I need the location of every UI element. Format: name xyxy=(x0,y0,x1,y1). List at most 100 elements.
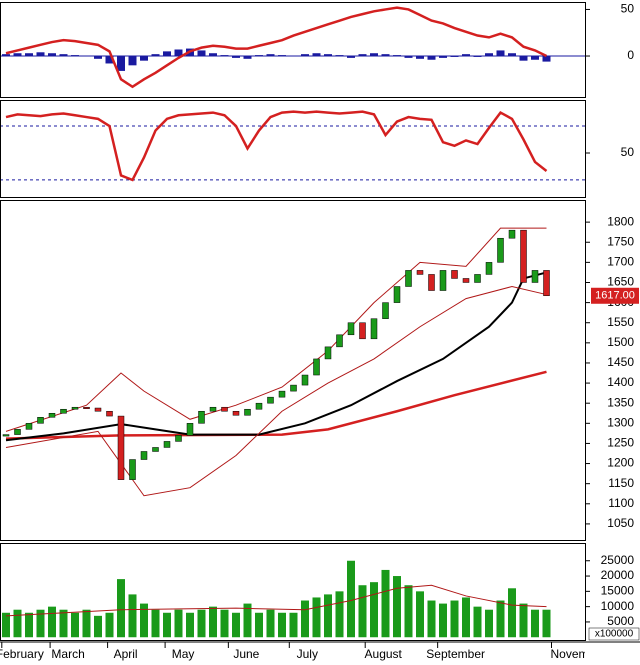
histogram-bar xyxy=(312,53,321,57)
histogram-bar xyxy=(427,56,436,60)
histogram-bar xyxy=(439,56,447,58)
histogram-bar xyxy=(2,54,10,57)
volume-bar xyxy=(393,576,401,638)
volume-bar xyxy=(542,609,551,638)
volume-bar xyxy=(427,600,436,638)
histogram-bar xyxy=(358,54,367,57)
histogram-bar xyxy=(59,54,68,57)
y-tick-label: 50 xyxy=(621,145,635,159)
y-tick-label: 1050 xyxy=(607,516,634,530)
histogram-bar xyxy=(94,56,102,59)
histogram-bar xyxy=(450,56,459,57)
x-tick-label: April xyxy=(114,647,138,661)
x-tick-label: February xyxy=(0,647,44,661)
y-tick-label: 15000 xyxy=(601,584,635,598)
volume-bar xyxy=(186,612,194,638)
histogram-bar xyxy=(508,53,516,57)
candle xyxy=(267,396,274,404)
y-tick-label: 50 xyxy=(621,2,635,16)
x-tick-label: July xyxy=(297,647,318,661)
candle xyxy=(94,407,102,412)
volume-bar xyxy=(197,609,206,638)
candle xyxy=(232,410,240,416)
histogram-bar xyxy=(13,53,22,57)
y-tick-label: 1750 xyxy=(607,234,634,248)
volume-bar xyxy=(94,615,102,638)
volume-bar xyxy=(347,560,355,638)
x-tick-label: March xyxy=(51,647,84,661)
candle xyxy=(520,229,527,283)
volume-bar xyxy=(358,585,367,638)
candle xyxy=(60,408,67,414)
y-tick-label: 1150 xyxy=(608,476,634,490)
candle xyxy=(129,459,136,480)
volume-bar xyxy=(59,609,68,638)
unit-box xyxy=(588,627,640,641)
y-tick-label: 0 xyxy=(627,48,634,62)
candle xyxy=(117,415,125,480)
candle xyxy=(347,322,355,336)
histogram-bar xyxy=(531,56,539,60)
candle xyxy=(313,358,320,376)
candle xyxy=(71,406,79,410)
histogram-bar xyxy=(381,54,390,57)
overlay-line xyxy=(5,227,547,432)
histogram-bar xyxy=(117,56,125,71)
candle xyxy=(209,406,217,412)
candle xyxy=(198,410,205,424)
histogram-bar xyxy=(128,56,137,66)
last-price-label: 1617.00 xyxy=(595,290,635,302)
histogram-bar xyxy=(301,54,309,57)
volume-bar xyxy=(324,594,332,638)
histogram-bar xyxy=(36,52,45,57)
y-tick-label: 1350 xyxy=(607,395,634,409)
histogram-bar xyxy=(163,51,171,57)
oscillator-line xyxy=(5,110,548,182)
candle xyxy=(2,434,10,437)
volume-bar xyxy=(220,609,229,638)
y-tick-label: 1200 xyxy=(607,456,634,470)
volume-bar xyxy=(519,603,528,638)
histogram-bar xyxy=(174,49,183,57)
volume-bar xyxy=(312,597,321,638)
candle xyxy=(83,406,90,409)
histogram-bar xyxy=(209,53,217,57)
volume-bar xyxy=(105,612,114,638)
histogram-bar xyxy=(48,53,56,57)
volume-bar xyxy=(289,612,298,638)
candle xyxy=(428,274,435,291)
volume-bar xyxy=(416,591,424,638)
x-tick-label: September xyxy=(426,647,485,661)
candle xyxy=(531,270,539,283)
volume-bar xyxy=(48,606,56,638)
histogram-bar xyxy=(519,56,528,61)
volume-bar xyxy=(2,612,10,638)
candle xyxy=(439,270,447,291)
candle xyxy=(290,384,297,392)
volume-bar xyxy=(13,609,22,638)
histogram-bar xyxy=(404,56,413,58)
x-tick-label: August xyxy=(365,647,403,661)
histogram-bar xyxy=(25,53,33,57)
candle xyxy=(324,346,332,360)
histogram-bar xyxy=(105,56,114,64)
histogram-bar xyxy=(347,56,355,58)
y-tick-label: 1100 xyxy=(608,496,634,510)
y-tick-label: 1800 xyxy=(607,214,634,228)
histogram-bar xyxy=(335,55,344,57)
histogram-bar xyxy=(496,50,505,57)
histogram-bar xyxy=(266,54,275,57)
candle xyxy=(186,423,194,436)
candle xyxy=(152,447,159,452)
panel-frame xyxy=(0,100,586,198)
volume-bar xyxy=(485,609,493,638)
histogram-bar xyxy=(232,56,240,58)
volume-bar xyxy=(71,612,79,638)
volume-bar xyxy=(496,600,505,638)
x-tick-label: June xyxy=(233,647,259,661)
y-tick-label: 1400 xyxy=(607,375,634,389)
volume-bar xyxy=(209,606,217,638)
candle xyxy=(140,451,148,460)
